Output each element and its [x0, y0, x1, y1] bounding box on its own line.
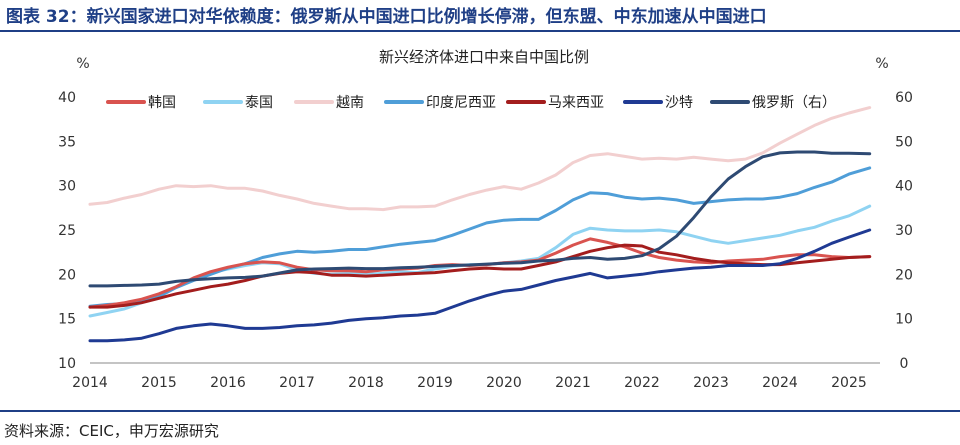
legend-label: 泰国 [245, 95, 273, 111]
x-tick-label: 2021 [555, 375, 591, 391]
x-tick-label: 2020 [486, 375, 522, 391]
series-line-俄罗斯（右） [88, 150, 872, 288]
right-axis-unit: % [875, 56, 888, 72]
left-tick-label: 40 [58, 90, 76, 106]
left-tick-label: 15 [58, 312, 76, 328]
legend-label: 印度尼西亚 [426, 95, 496, 111]
series-layer [88, 106, 872, 343]
legend-label: 俄罗斯（右） [752, 95, 836, 111]
right-tick-label: 0 [900, 356, 909, 372]
legend-label: 越南 [336, 95, 364, 111]
left-tick-label: 35 [58, 134, 76, 150]
x-tick-label: 2025 [831, 375, 867, 391]
x-tick-label: 2018 [348, 375, 384, 391]
x-tick-label: 2016 [210, 375, 246, 391]
line-chart: 新兴经济体进口中来自中国比例 % % 韩国 泰国 越南 印度尼西亚 马来西亚 沙特 俄罗斯（… [58, 48, 913, 391]
right-tick-label: 30 [895, 223, 913, 239]
chart-title: 新兴经济体进口中来自中国比例 [379, 48, 589, 66]
series-line-沙特 [88, 228, 872, 343]
right-tick-label: 20 [895, 267, 913, 283]
legend-label: 沙特 [665, 95, 693, 111]
x-tick-label: 2023 [693, 375, 729, 391]
legend-label: 马来西亚 [548, 95, 604, 111]
title-rule [0, 30, 960, 32]
x-tick-label: 2019 [417, 375, 453, 391]
series-line-马来西亚 [88, 243, 872, 309]
x-tick-label: 2017 [279, 375, 315, 391]
x-tick-label: 2015 [141, 375, 177, 391]
left-axis-unit: % [76, 56, 89, 72]
legend: 韩国 泰国 越南 印度尼西亚 马来西亚 沙特 俄罗斯（右） [106, 95, 836, 111]
x-tick-label: 2024 [762, 375, 798, 391]
right-tick-label: 40 [895, 179, 913, 195]
right-tick-label: 10 [895, 312, 913, 328]
right-tick-label: 50 [895, 134, 913, 150]
series-line-越南 [88, 106, 872, 212]
left-tick-label: 20 [58, 267, 76, 283]
left-axis-ticks: 10 15 20 25 30 35 40 [58, 90, 76, 372]
x-axis-ticks: 2014 2015 2016 2017 2018 2019 2020 2021 2022 2023… [72, 375, 867, 391]
left-tick-label: 10 [58, 356, 76, 372]
source-note: 资料来源：CEIC，申万宏源研究 [4, 422, 219, 440]
source-rule [0, 410, 960, 412]
legend-label: 韩国 [148, 95, 176, 111]
x-tick-label: 2022 [624, 375, 660, 391]
left-tick-label: 30 [58, 179, 76, 195]
right-axis-ticks: 0 10 20 30 40 50 60 [895, 90, 913, 372]
figure-title: 图表 32：新兴国家进口对华依赖度：俄罗斯从中国进口比例增长停滞，但东盟、中东加… [6, 7, 767, 27]
series-line-印度尼西亚 [88, 166, 872, 308]
right-tick-label: 60 [895, 90, 913, 106]
left-tick-label: 25 [58, 223, 76, 239]
x-tick-label: 2014 [72, 375, 108, 391]
